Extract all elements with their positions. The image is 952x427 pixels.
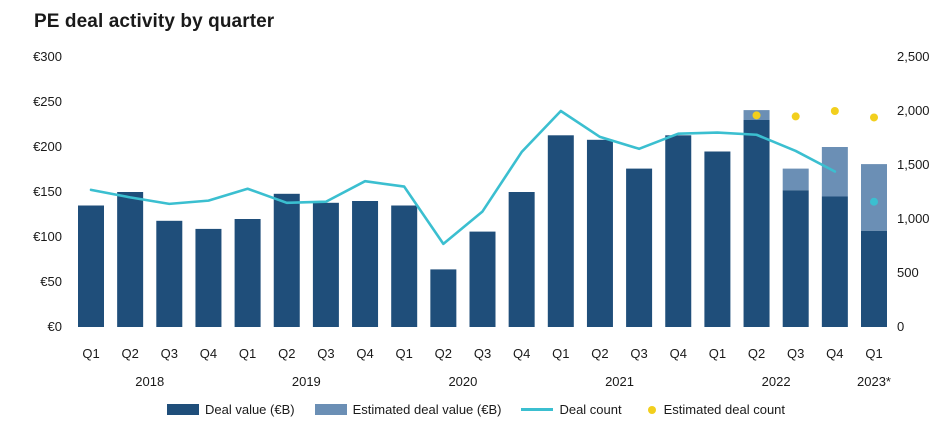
left-axis-tick-label: €50 — [40, 274, 62, 289]
quarter-tick-label: Q4 — [826, 346, 843, 361]
legend-item-estimated-deal-count: Estimated deal count — [642, 402, 785, 417]
deal-value-bar — [508, 192, 535, 327]
quarter-tick-label: Q2 — [591, 346, 608, 361]
deal-value-bar — [861, 230, 887, 327]
legend-swatch-deal-value — [166, 404, 199, 415]
chart-canvas: €0 €50 €100 €150 €200 €250 €300 0 500 1,000 1,500… — [33, 49, 930, 389]
right-axis-tick-label: 1,500 — [897, 157, 930, 172]
quarter-tick-label: Q4 — [356, 346, 373, 361]
year-labels: 2018 2019 2020 2021 2022 2023* — [135, 374, 891, 389]
quarter-tick-label: Q2 — [435, 346, 452, 361]
estimated-deal-count-dot — [830, 107, 839, 115]
quarter-tick-label: Q4 — [670, 346, 687, 361]
legend-swatch-estimated-deal-value — [314, 404, 347, 415]
deal-value-bar — [547, 135, 574, 327]
deal-value-bar — [312, 202, 339, 327]
quarter-tick-label: Q3 — [161, 346, 178, 361]
quarter-tick-label: Q1 — [239, 346, 256, 361]
left-axis-tick-label: €0 — [48, 319, 62, 334]
deal-value-bar — [195, 228, 222, 327]
right-axis-tick-label: 0 — [897, 319, 904, 334]
deal-value-bar — [586, 139, 613, 327]
deal-value-bar — [117, 192, 144, 327]
year-label: 2021 — [605, 374, 634, 389]
legend-label-estimated-deal-count: Estimated deal count — [663, 402, 786, 417]
bars-layer — [78, 110, 887, 327]
chart-title: PE deal activity by quarter — [34, 11, 275, 32]
legend: Deal value (€B) Estimated deal value (€B… — [0, 402, 952, 417]
estimated-dots-layer — [752, 107, 878, 206]
legend-label-estimated-deal-value: Estimated deal value (€B) — [352, 402, 502, 417]
deal-value-bar — [626, 168, 653, 327]
deal-value-bar — [704, 151, 731, 327]
quarter-tick-label: Q1 — [396, 346, 413, 361]
deal-value-bar — [391, 205, 418, 327]
estimated-deal-value-bar — [782, 168, 809, 191]
deal-value-bar — [273, 193, 300, 327]
deal-value-bar — [665, 135, 692, 327]
deal-value-bar — [743, 120, 770, 327]
deal-value-bar — [782, 190, 809, 327]
deal-count-line — [89, 109, 837, 246]
estimated-deal-count-dot — [791, 112, 800, 121]
deal-value-bar — [156, 220, 183, 327]
quarter-tick-label: Q1 — [552, 346, 569, 361]
quarter-tick-label: Q4 — [200, 346, 217, 361]
legend-item-deal-count: Deal count — [521, 402, 622, 417]
left-axis-tick-label: €200 — [33, 139, 62, 154]
deal-value-bar — [821, 196, 848, 327]
deal-value-bar — [469, 231, 496, 327]
legend-label-deal-value: Deal value (€B) — [204, 402, 295, 417]
deal-value-bar — [430, 269, 457, 327]
deal-value-bar — [352, 201, 379, 327]
quarter-tick-label: Q1 — [709, 346, 726, 361]
quarter-tick-label: Q4 — [513, 346, 530, 361]
x-axis-labels: Q1 Q2 Q3 Q4 Q1 Q2 Q3 Q4 Q1 Q2 Q3 Q4 Q1 Q2 Q3 Q4 Q1 Q2 Q3 Q4… — [82, 346, 882, 361]
quarter-tick-label: Q2 — [748, 346, 765, 361]
quarter-tick-label: Q1 — [865, 346, 882, 361]
estimated-deal-value-bar — [861, 164, 887, 231]
left-axis-tick-label: €100 — [33, 229, 62, 244]
year-label: 2022 — [762, 374, 791, 389]
year-label: 2019 — [292, 374, 321, 389]
quarter-tick-label: Q3 — [630, 346, 647, 361]
year-label: 2018 — [135, 374, 164, 389]
legend-item-deal-value: Deal value (€B) — [166, 402, 295, 417]
legend-label-deal-count: Deal count — [559, 402, 622, 417]
estimated-deal-count-dot — [870, 197, 878, 206]
legend-item-estimated-deal-value: Estimated deal value (€B) — [314, 402, 502, 417]
legend-swatch-estimated-deal-count — [647, 405, 656, 414]
deal-value-bar — [78, 205, 104, 327]
quarter-tick-label: Q3 — [474, 346, 491, 361]
quarter-tick-label: Q3 — [787, 346, 804, 361]
right-axis-tick-label: 2,500 — [897, 49, 930, 64]
quarter-tick-label: Q2 — [121, 346, 138, 361]
deal-count-line-layer — [89, 109, 837, 246]
right-axis-tick-label: 1,000 — [897, 211, 930, 226]
right-axis-labels: 0 500 1,000 1,500 2,000 2,500 — [897, 49, 930, 334]
quarter-tick-label: Q1 — [82, 346, 99, 361]
right-axis-tick-label: 500 — [897, 265, 919, 280]
year-label: 2023* — [857, 374, 891, 389]
deal-value-bar — [234, 219, 261, 327]
estimated-deal-count-dot — [752, 111, 761, 120]
left-axis-tick-label: €300 — [33, 49, 62, 64]
quarter-tick-label: Q2 — [278, 346, 295, 361]
quarter-tick-label: Q3 — [317, 346, 334, 361]
estimated-deal-count-dot — [870, 113, 878, 122]
right-axis-tick-label: 2,000 — [897, 103, 930, 118]
left-axis-tick-label: €250 — [33, 94, 62, 109]
year-label: 2020 — [448, 374, 477, 389]
left-axis-labels: €0 €50 €100 €150 €200 €250 €300 — [33, 49, 62, 334]
left-axis-tick-label: €150 — [33, 184, 62, 199]
legend-swatch-deal-count — [521, 408, 554, 411]
